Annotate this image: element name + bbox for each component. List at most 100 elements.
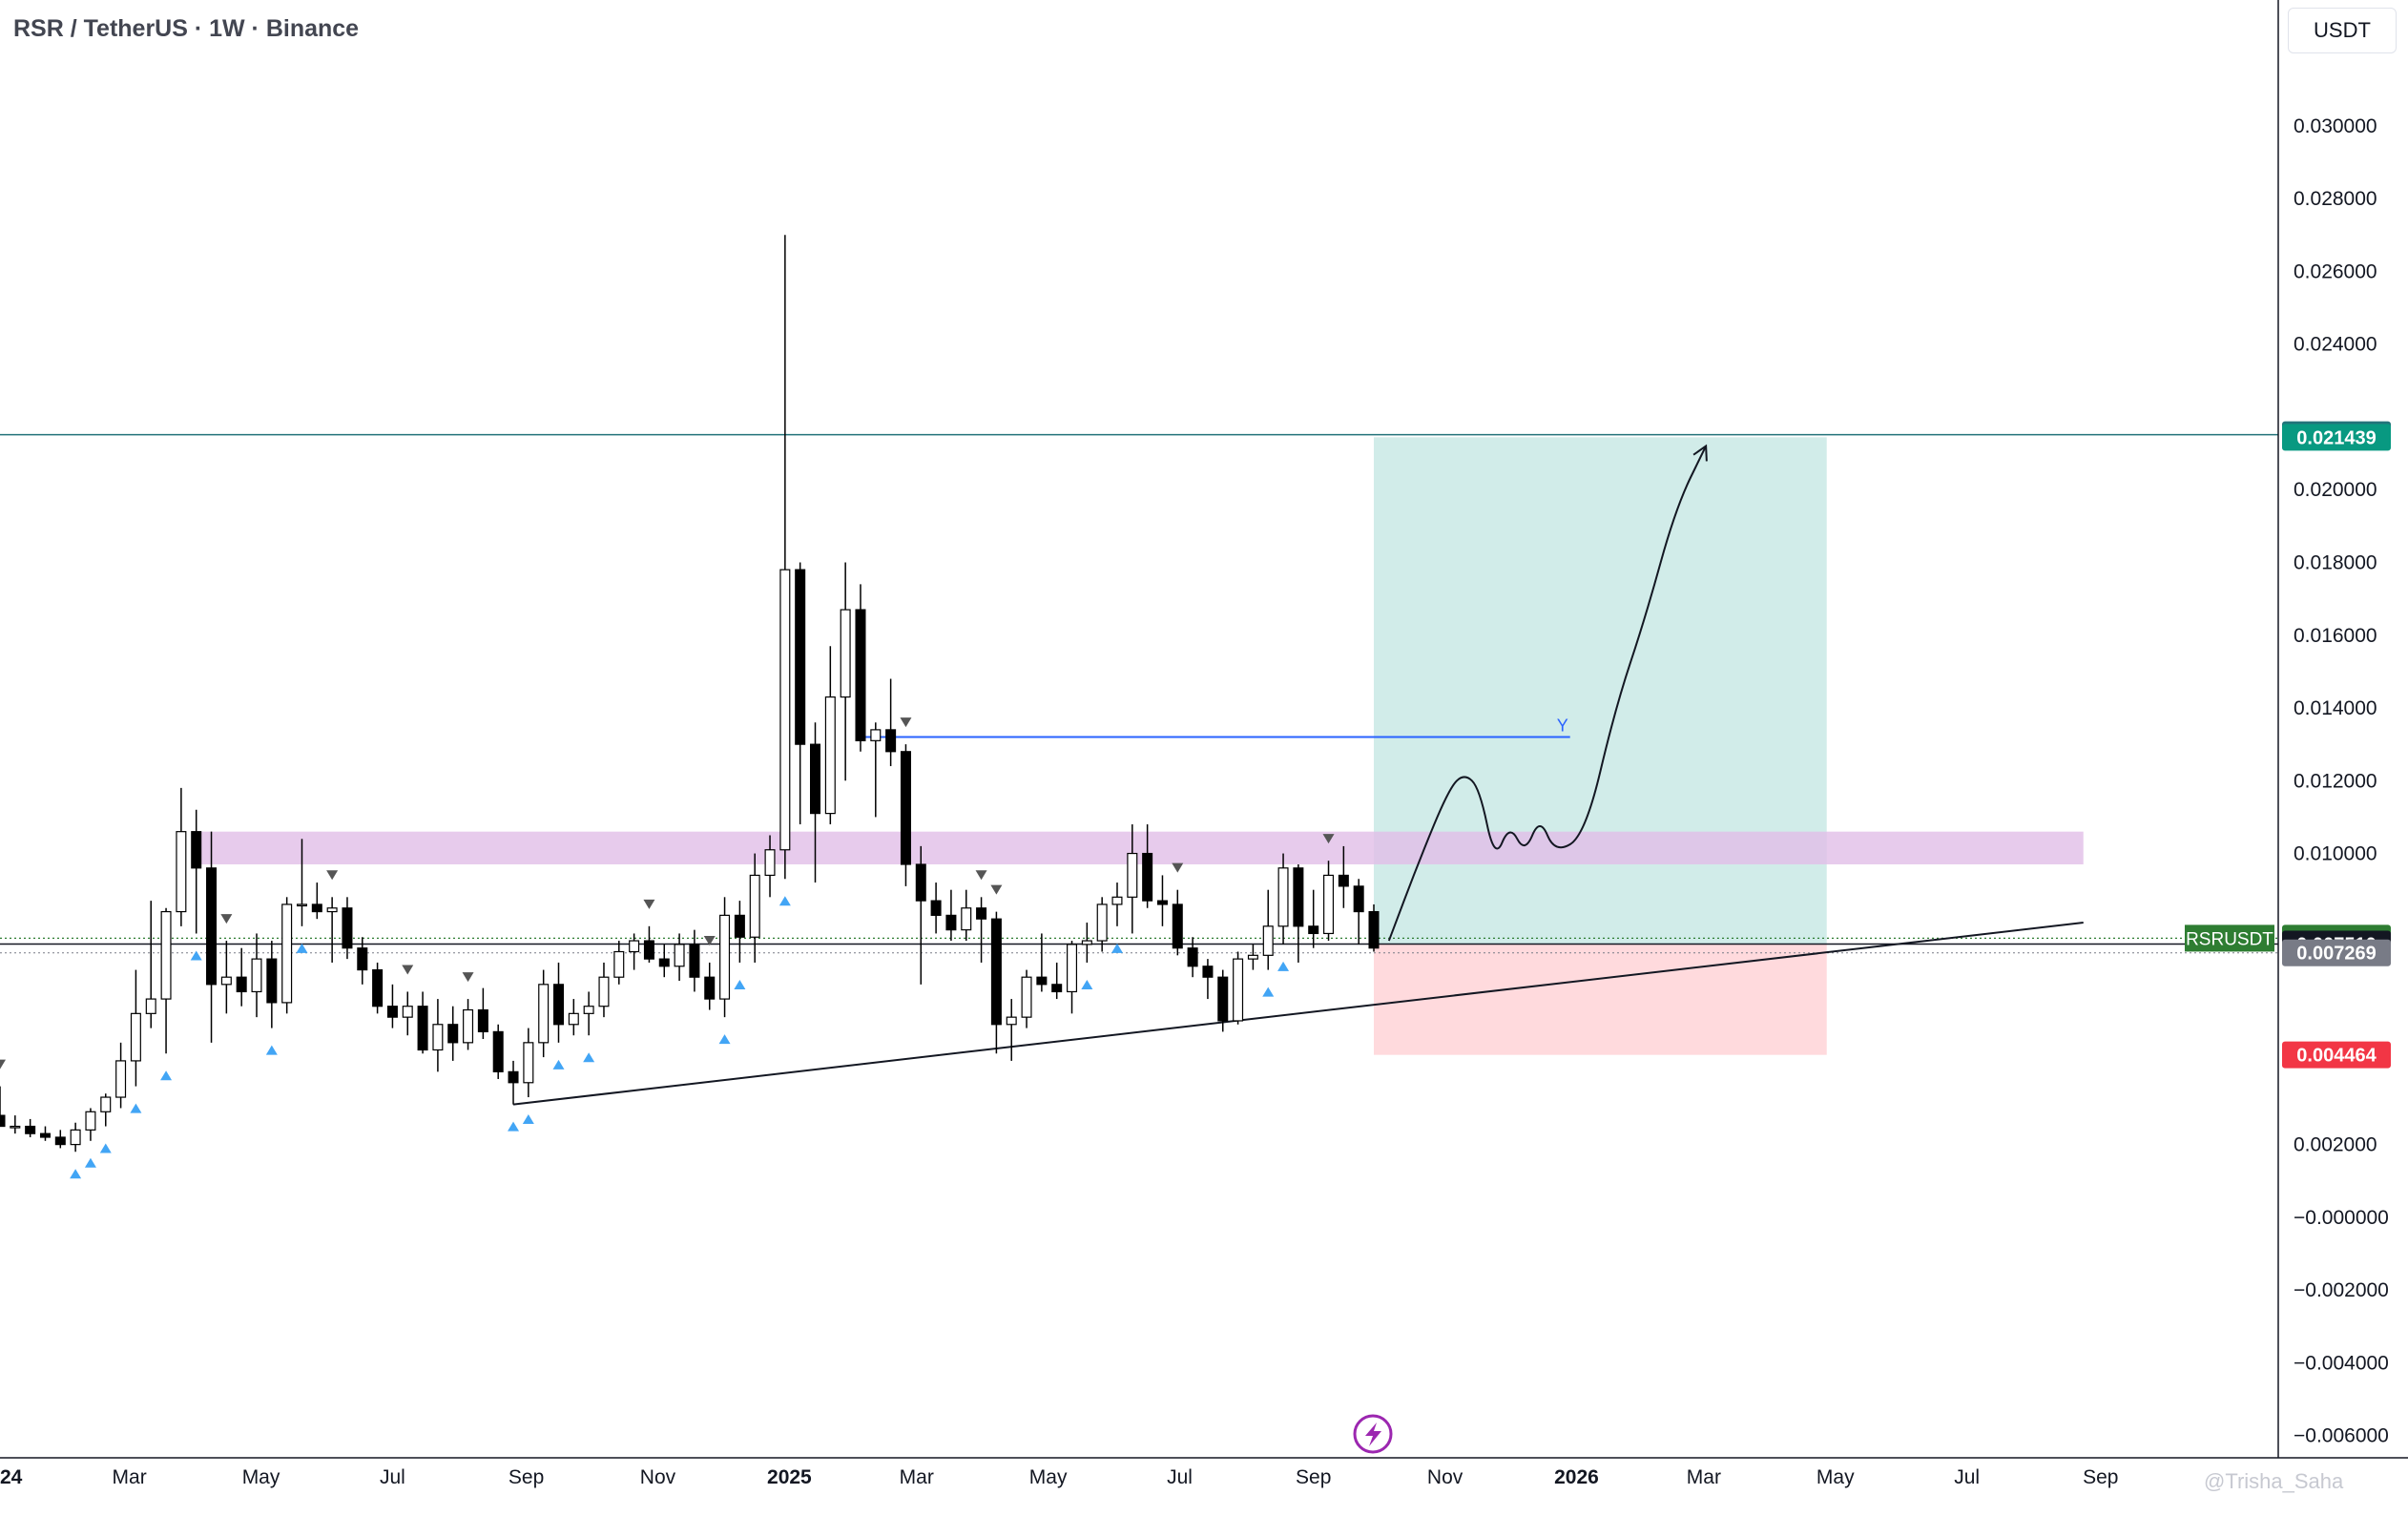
stop-zone <box>1374 944 1827 1055</box>
y-tick-label: 0.002000 <box>2294 1134 2377 1156</box>
author-watermark: @Trisha_Saha <box>2204 1469 2344 1493</box>
candle-body <box>1217 976 1229 1022</box>
candle-body <box>779 569 791 851</box>
y-tick-label: −0.002000 <box>2294 1279 2389 1301</box>
candle-body <box>945 914 957 931</box>
candle-body <box>1368 910 1380 949</box>
signal-down-icon <box>220 914 233 924</box>
lines-layer: Y <box>0 433 2278 1106</box>
candle-body <box>809 743 821 815</box>
candle <box>734 901 745 963</box>
candle <box>386 984 398 1028</box>
candle-body <box>357 947 368 971</box>
candle-body <box>160 910 172 1000</box>
candle-body <box>840 609 851 698</box>
candle <box>477 987 488 1040</box>
x-tick-label: 2025 <box>767 1466 812 1488</box>
candle-body <box>1187 947 1198 967</box>
candle-body <box>236 976 247 993</box>
candle-body <box>296 903 307 907</box>
candle-body <box>1338 874 1349 887</box>
candle <box>326 897 338 963</box>
candle-body <box>1293 867 1304 927</box>
currency-button[interactable]: USDT <box>2288 8 2397 53</box>
signal-down-icon <box>462 972 474 983</box>
candle <box>900 744 911 886</box>
candle <box>1308 889 1319 948</box>
candle-body <box>538 984 550 1044</box>
candle-body <box>70 1129 81 1146</box>
candle <box>795 562 806 825</box>
y-tick-label: 0.018000 <box>2294 551 2377 573</box>
candle-body <box>1277 867 1289 927</box>
candle-body <box>824 696 836 815</box>
candle-body <box>674 944 685 967</box>
candle <box>945 889 957 942</box>
signal-up-icon <box>1081 979 1093 989</box>
candle <box>613 941 625 985</box>
candle <box>1172 889 1183 956</box>
candle <box>870 722 882 818</box>
candle <box>1021 969 1032 1028</box>
candle <box>990 911 1002 1054</box>
x-tick-label: Nov <box>640 1466 676 1488</box>
candle <box>598 962 610 1018</box>
candle-body <box>432 1024 444 1051</box>
price-label-bg <box>2282 939 2391 966</box>
candle-body <box>1067 944 1078 993</box>
candle-body <box>145 998 156 1014</box>
price-labels-layer: 0.0215100.021439RSRUSDT0.0076700.0075100… <box>2185 421 2391 1069</box>
candle-body <box>990 918 1002 1026</box>
candle <box>749 853 760 963</box>
candle <box>1127 824 1138 934</box>
candle <box>39 1126 51 1141</box>
candle <box>357 937 368 985</box>
candle <box>25 1118 36 1137</box>
candle-body <box>1142 852 1153 902</box>
y-tick-label: 0.030000 <box>2294 115 2377 137</box>
candle-body <box>734 914 745 938</box>
signal-up-icon <box>296 943 308 953</box>
candle-body <box>598 976 610 1007</box>
candle <box>206 831 218 1043</box>
candle-body <box>915 863 926 902</box>
candle-body <box>749 874 760 938</box>
y-tick-label: −0.006000 <box>2294 1425 2389 1447</box>
candle-body <box>1081 940 1092 945</box>
signal-down-icon <box>0 1059 6 1070</box>
candle <box>779 235 791 880</box>
candle <box>342 897 353 960</box>
candle-body <box>342 907 353 949</box>
candle <box>1217 969 1229 1032</box>
candle-body <box>658 958 670 967</box>
candle-body <box>885 729 897 753</box>
y-tick-label: −0.000000 <box>2294 1207 2389 1229</box>
candle <box>764 835 776 898</box>
candle-body <box>1233 958 1244 1022</box>
candle-body <box>508 1070 519 1084</box>
candle <box>629 933 640 970</box>
candle-body <box>961 907 972 931</box>
candle <box>100 1093 112 1127</box>
candle <box>583 991 594 1036</box>
symbol-tag-bg <box>2185 924 2274 952</box>
y-tick-label: 0.020000 <box>2294 479 2377 501</box>
y-tick-label: 0.026000 <box>2294 260 2377 282</box>
candle <box>236 947 247 1007</box>
signal-down-icon <box>900 717 912 728</box>
x-tick-label: Sep <box>2083 1466 2118 1488</box>
candle <box>1338 845 1349 908</box>
candle-body <box>613 950 625 978</box>
candle <box>840 562 851 781</box>
candle <box>54 1130 66 1149</box>
x-tick-label: May <box>1029 1466 1068 1488</box>
candle-body <box>85 1111 96 1131</box>
candle <box>674 933 685 982</box>
candle-body <box>251 958 262 993</box>
lightning-icon[interactable] <box>1353 1414 1393 1454</box>
candle <box>689 929 700 992</box>
candle-body <box>402 1006 413 1018</box>
candle-body <box>930 900 942 916</box>
